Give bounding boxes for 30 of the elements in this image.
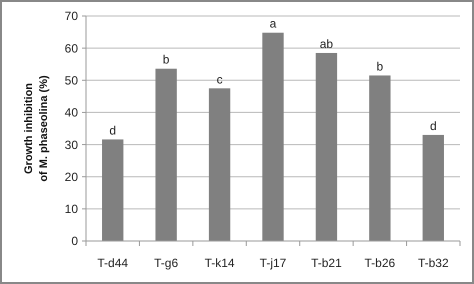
bar — [102, 139, 124, 241]
y-tick-label: 30 — [64, 138, 78, 152]
data-label: a — [270, 16, 277, 31]
y-tick-label: 0 — [71, 234, 78, 248]
bar — [369, 75, 391, 241]
y-tick-label: 20 — [64, 170, 78, 184]
y-axis-title: Growth inhibition of M. phaseolina (%) — [23, 75, 50, 182]
data-label: b — [376, 59, 384, 74]
x-tick-label: T-j17 — [260, 256, 287, 270]
bar — [208, 88, 230, 241]
x-tick-label: T-b21 — [311, 256, 342, 270]
x-tick-label: T-k14 — [204, 256, 235, 270]
x-tick-label: T-g6 — [154, 256, 178, 270]
y-tick-label: 60 — [64, 41, 78, 56]
y-tick-label: 70 — [64, 9, 78, 24]
y-tick-label: 40 — [64, 106, 78, 120]
bar — [155, 68, 177, 241]
bar — [262, 32, 284, 241]
x-tick-label: T-b32 — [418, 256, 449, 270]
bar — [422, 134, 444, 241]
data-label: d — [430, 118, 437, 133]
data-label: c — [216, 72, 223, 86]
x-tick-label: T-d44 — [97, 256, 128, 270]
data-label: d — [109, 123, 116, 138]
x-tick-label: T-b26 — [364, 256, 396, 270]
data-label: ab — [320, 36, 334, 51]
bar — [316, 52, 338, 241]
data-label: b — [162, 52, 170, 67]
y-tick-label: 50 — [64, 73, 78, 88]
y-tick-label: 10 — [64, 202, 78, 216]
